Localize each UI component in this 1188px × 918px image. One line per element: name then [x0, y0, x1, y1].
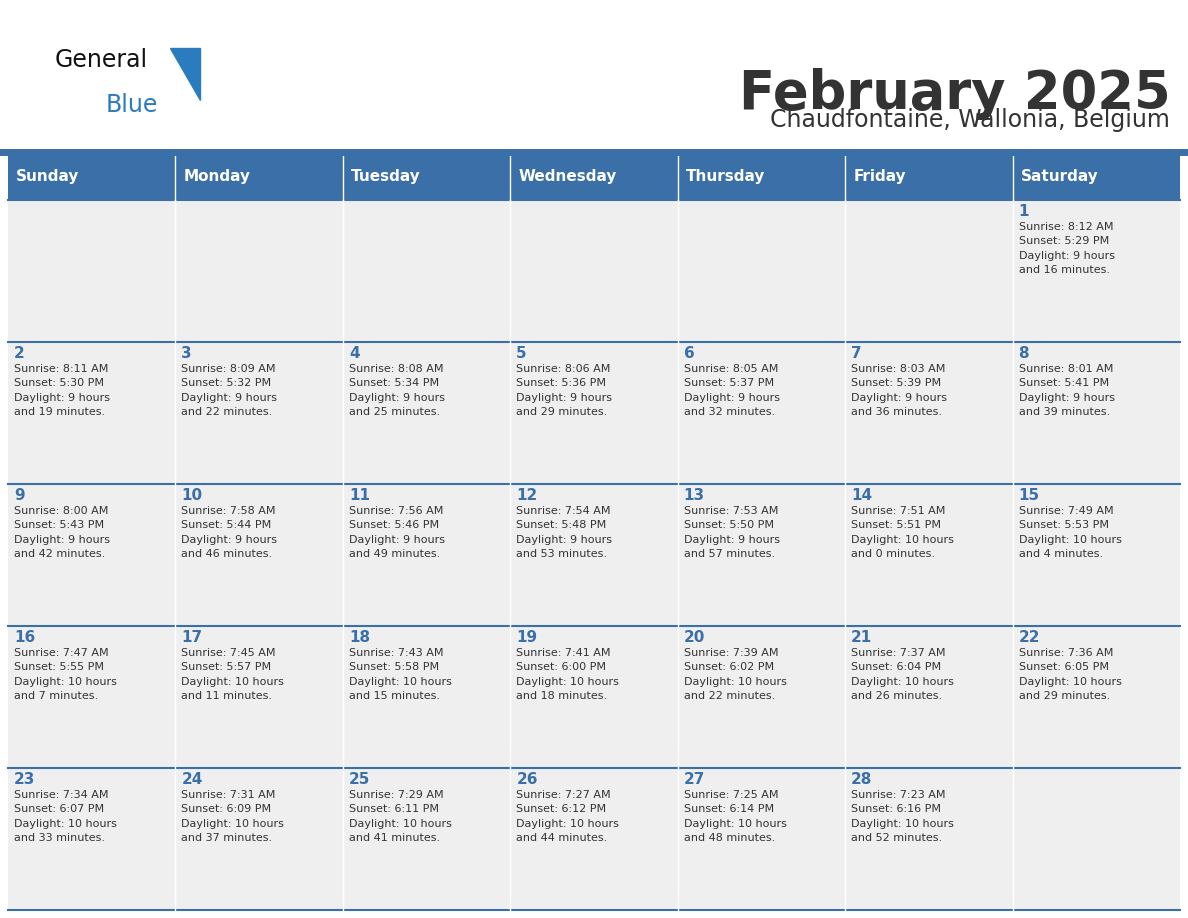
Text: 4: 4	[349, 346, 360, 361]
Text: 2: 2	[14, 346, 25, 361]
Text: Sunrise: 7:49 AM
Sunset: 5:53 PM
Daylight: 10 hours
and 4 minutes.: Sunrise: 7:49 AM Sunset: 5:53 PM Dayligh…	[1018, 506, 1121, 559]
Text: 23: 23	[14, 772, 36, 787]
Text: Thursday: Thursday	[685, 169, 765, 184]
Text: 20: 20	[684, 630, 706, 645]
Text: Sunrise: 7:27 AM
Sunset: 6:12 PM
Daylight: 10 hours
and 44 minutes.: Sunrise: 7:27 AM Sunset: 6:12 PM Dayligh…	[517, 790, 619, 844]
Text: Wednesday: Wednesday	[519, 169, 617, 184]
Text: 9: 9	[14, 488, 25, 503]
Text: Chaudfontaine, Wallonia, Belgium: Chaudfontaine, Wallonia, Belgium	[770, 108, 1170, 132]
Text: 25: 25	[349, 772, 371, 787]
Text: 26: 26	[517, 772, 538, 787]
Text: Tuesday: Tuesday	[352, 169, 421, 184]
Text: Sunrise: 7:56 AM
Sunset: 5:46 PM
Daylight: 9 hours
and 49 minutes.: Sunrise: 7:56 AM Sunset: 5:46 PM Dayligh…	[349, 506, 444, 559]
Text: 7: 7	[851, 346, 861, 361]
Text: 15: 15	[1018, 488, 1040, 503]
Text: Sunrise: 8:00 AM
Sunset: 5:43 PM
Daylight: 9 hours
and 42 minutes.: Sunrise: 8:00 AM Sunset: 5:43 PM Dayligh…	[14, 506, 110, 559]
Text: Sunrise: 8:03 AM
Sunset: 5:39 PM
Daylight: 9 hours
and 36 minutes.: Sunrise: 8:03 AM Sunset: 5:39 PM Dayligh…	[851, 364, 947, 417]
Text: 12: 12	[517, 488, 537, 503]
Text: Sunrise: 7:25 AM
Sunset: 6:14 PM
Daylight: 10 hours
and 48 minutes.: Sunrise: 7:25 AM Sunset: 6:14 PM Dayligh…	[684, 790, 786, 844]
Text: Sunrise: 7:31 AM
Sunset: 6:09 PM
Daylight: 10 hours
and 37 minutes.: Sunrise: 7:31 AM Sunset: 6:09 PM Dayligh…	[182, 790, 284, 844]
Text: Sunrise: 7:41 AM
Sunset: 6:00 PM
Daylight: 10 hours
and 18 minutes.: Sunrise: 7:41 AM Sunset: 6:00 PM Dayligh…	[517, 648, 619, 701]
Text: Sunrise: 8:08 AM
Sunset: 5:34 PM
Daylight: 9 hours
and 25 minutes.: Sunrise: 8:08 AM Sunset: 5:34 PM Dayligh…	[349, 364, 444, 417]
Text: 19: 19	[517, 630, 537, 645]
Text: 16: 16	[14, 630, 36, 645]
Text: 3: 3	[182, 346, 192, 361]
Text: Sunrise: 7:58 AM
Sunset: 5:44 PM
Daylight: 9 hours
and 46 minutes.: Sunrise: 7:58 AM Sunset: 5:44 PM Dayligh…	[182, 506, 278, 559]
Text: February 2025: February 2025	[739, 68, 1170, 120]
Text: Sunrise: 7:34 AM
Sunset: 6:07 PM
Daylight: 10 hours
and 33 minutes.: Sunrise: 7:34 AM Sunset: 6:07 PM Dayligh…	[14, 790, 116, 844]
Text: 14: 14	[851, 488, 872, 503]
Text: Monday: Monday	[184, 169, 251, 184]
Text: 21: 21	[851, 630, 872, 645]
Text: Sunrise: 7:45 AM
Sunset: 5:57 PM
Daylight: 10 hours
and 11 minutes.: Sunrise: 7:45 AM Sunset: 5:57 PM Dayligh…	[182, 648, 284, 701]
Text: 11: 11	[349, 488, 369, 503]
Text: Blue: Blue	[106, 93, 158, 117]
Text: 28: 28	[851, 772, 872, 787]
Text: 13: 13	[684, 488, 704, 503]
Text: 17: 17	[182, 630, 202, 645]
Text: Friday: Friday	[853, 169, 906, 184]
Text: Sunrise: 7:47 AM
Sunset: 5:55 PM
Daylight: 10 hours
and 7 minutes.: Sunrise: 7:47 AM Sunset: 5:55 PM Dayligh…	[14, 648, 116, 701]
Text: 24: 24	[182, 772, 203, 787]
Text: 8: 8	[1018, 346, 1029, 361]
Text: Sunrise: 7:36 AM
Sunset: 6:05 PM
Daylight: 10 hours
and 29 minutes.: Sunrise: 7:36 AM Sunset: 6:05 PM Dayligh…	[1018, 648, 1121, 701]
Text: Sunrise: 8:11 AM
Sunset: 5:30 PM
Daylight: 9 hours
and 19 minutes.: Sunrise: 8:11 AM Sunset: 5:30 PM Dayligh…	[14, 364, 110, 417]
Text: Sunrise: 7:23 AM
Sunset: 6:16 PM
Daylight: 10 hours
and 52 minutes.: Sunrise: 7:23 AM Sunset: 6:16 PM Dayligh…	[851, 790, 954, 844]
Text: 22: 22	[1018, 630, 1040, 645]
Text: 1: 1	[1018, 204, 1029, 219]
Text: 5: 5	[517, 346, 527, 361]
Text: Sunrise: 7:53 AM
Sunset: 5:50 PM
Daylight: 9 hours
and 57 minutes.: Sunrise: 7:53 AM Sunset: 5:50 PM Dayligh…	[684, 506, 779, 559]
Text: Saturday: Saturday	[1020, 169, 1099, 184]
Text: Sunrise: 7:54 AM
Sunset: 5:48 PM
Daylight: 9 hours
and 53 minutes.: Sunrise: 7:54 AM Sunset: 5:48 PM Dayligh…	[517, 506, 612, 559]
Text: 27: 27	[684, 772, 706, 787]
Text: Sunday: Sunday	[17, 169, 80, 184]
Text: Sunrise: 7:29 AM
Sunset: 6:11 PM
Daylight: 10 hours
and 41 minutes.: Sunrise: 7:29 AM Sunset: 6:11 PM Dayligh…	[349, 790, 451, 844]
Text: Sunrise: 7:37 AM
Sunset: 6:04 PM
Daylight: 10 hours
and 26 minutes.: Sunrise: 7:37 AM Sunset: 6:04 PM Dayligh…	[851, 648, 954, 701]
Text: Sunrise: 8:01 AM
Sunset: 5:41 PM
Daylight: 9 hours
and 39 minutes.: Sunrise: 8:01 AM Sunset: 5:41 PM Dayligh…	[1018, 364, 1114, 417]
Text: Sunrise: 7:43 AM
Sunset: 5:58 PM
Daylight: 10 hours
and 15 minutes.: Sunrise: 7:43 AM Sunset: 5:58 PM Dayligh…	[349, 648, 451, 701]
Text: Sunrise: 8:06 AM
Sunset: 5:36 PM
Daylight: 9 hours
and 29 minutes.: Sunrise: 8:06 AM Sunset: 5:36 PM Dayligh…	[517, 364, 612, 417]
Text: Sunrise: 7:39 AM
Sunset: 6:02 PM
Daylight: 10 hours
and 22 minutes.: Sunrise: 7:39 AM Sunset: 6:02 PM Dayligh…	[684, 648, 786, 701]
Text: Sunrise: 8:12 AM
Sunset: 5:29 PM
Daylight: 9 hours
and 16 minutes.: Sunrise: 8:12 AM Sunset: 5:29 PM Dayligh…	[1018, 222, 1114, 275]
Text: 10: 10	[182, 488, 202, 503]
Text: General: General	[55, 48, 148, 72]
Text: 6: 6	[684, 346, 695, 361]
Text: Sunrise: 8:09 AM
Sunset: 5:32 PM
Daylight: 9 hours
and 22 minutes.: Sunrise: 8:09 AM Sunset: 5:32 PM Dayligh…	[182, 364, 278, 417]
Text: Sunrise: 7:51 AM
Sunset: 5:51 PM
Daylight: 10 hours
and 0 minutes.: Sunrise: 7:51 AM Sunset: 5:51 PM Dayligh…	[851, 506, 954, 559]
Text: Sunrise: 8:05 AM
Sunset: 5:37 PM
Daylight: 9 hours
and 32 minutes.: Sunrise: 8:05 AM Sunset: 5:37 PM Dayligh…	[684, 364, 779, 417]
Text: 18: 18	[349, 630, 369, 645]
